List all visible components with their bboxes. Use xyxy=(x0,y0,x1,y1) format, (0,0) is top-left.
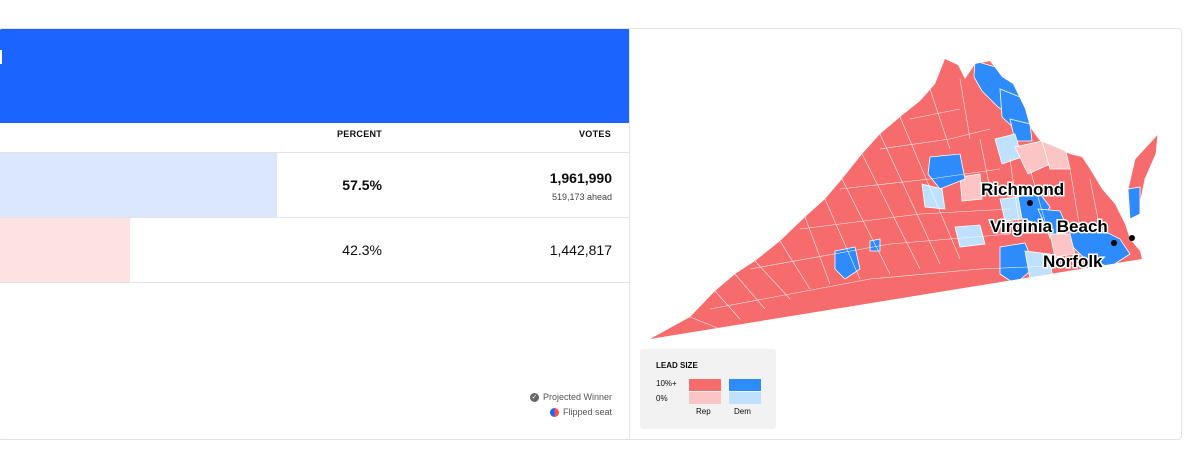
rep-light-swatch xyxy=(689,392,721,404)
vote-share-bar xyxy=(0,218,130,282)
lead-size-title: LEAD SIZE xyxy=(656,361,698,370)
virginia-beach-dot xyxy=(1129,235,1135,241)
percent-column-header: PERCENT xyxy=(337,129,383,139)
lead-size-legend: LEAD SIZE 10%+ 0% Rep Dem xyxy=(640,349,776,429)
votes-column-header: VOTES xyxy=(579,129,612,139)
projected-winner-key: ✓ Projected Winner xyxy=(529,392,612,402)
dem-light-swatch xyxy=(729,392,761,404)
rep-swatch-label: Rep xyxy=(696,407,711,416)
city-label-norfolk: Norfolk xyxy=(1043,252,1103,271)
results-table-panel: PERCENT VOTES 57.5% 1,961,990 519,173 ah… xyxy=(0,29,629,439)
candidate-row-rep[interactable]: 42.3% 1,442,817 xyxy=(0,217,629,283)
winner-banner xyxy=(0,29,629,123)
richmond-dot xyxy=(1027,200,1033,206)
lead-low-label: 0% xyxy=(656,394,668,403)
percent-value: 42.3% xyxy=(342,242,382,258)
votes-cell: 1,961,990 519,173 ahead xyxy=(550,170,612,202)
flipped-seat-key: Flipped seat xyxy=(549,407,612,417)
flipped-seat-label: Flipped seat xyxy=(562,407,612,417)
norfolk-dot xyxy=(1111,240,1117,246)
dem-swatch-label: Dem xyxy=(734,407,751,416)
votes-ahead: 519,173 ahead xyxy=(551,192,612,202)
candidate-row-dem[interactable]: 57.5% 1,961,990 519,173 ahead xyxy=(0,152,629,217)
city-label-virginia-beach: Virginia Beach xyxy=(990,217,1108,236)
votes-value: 1,961,990 xyxy=(549,170,612,186)
city-label-richmond: Richmond xyxy=(981,180,1064,199)
banner-text-fragment xyxy=(0,50,2,64)
dem-strong-swatch xyxy=(729,379,761,391)
lead-high-label: 10%+ xyxy=(656,379,677,388)
rep-strong-swatch xyxy=(689,379,721,391)
results-card: PERCENT VOTES 57.5% 1,961,990 519,173 ah… xyxy=(0,28,1182,440)
panel-divider xyxy=(629,29,630,439)
virginia-county-map[interactable]: Richmond Virginia Beach Norfolk xyxy=(630,29,1181,439)
flip-icon xyxy=(549,407,559,417)
projected-winner-label: Projected Winner xyxy=(542,392,612,402)
check-icon: ✓ xyxy=(529,392,539,402)
vote-share-bar xyxy=(0,153,277,217)
county-map-panel: Richmond Virginia Beach Norfolk LEAD SIZ… xyxy=(630,29,1181,439)
percent-value: 57.5% xyxy=(342,177,382,193)
votes-value: 1,442,817 xyxy=(549,242,612,258)
